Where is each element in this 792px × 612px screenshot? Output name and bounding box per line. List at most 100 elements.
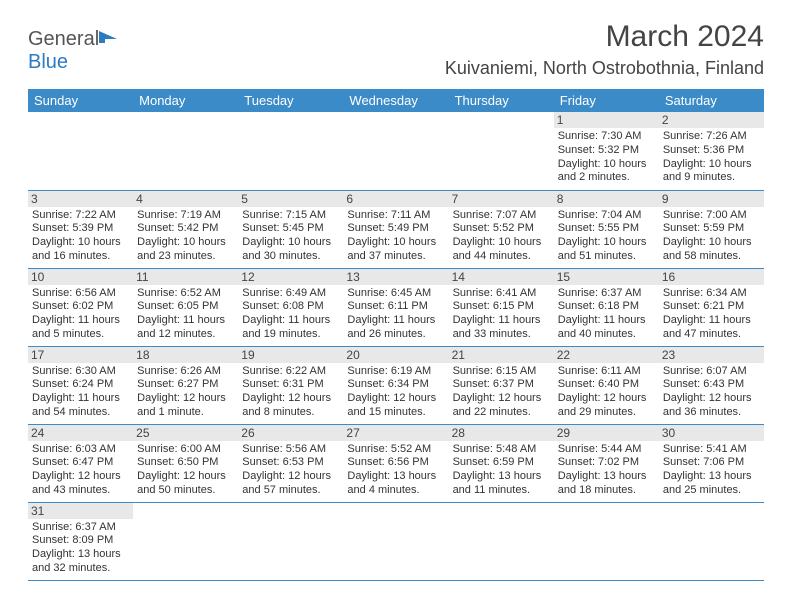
cell-line-ss: Sunset: 5:45 PM <box>242 222 339 236</box>
cell-line-ss: Sunset: 5:42 PM <box>137 222 234 236</box>
cell-line-d1: Daylight: 10 hours <box>453 236 550 250</box>
calendar-week: 24Sunrise: 6:03 AMSunset: 6:47 PMDayligh… <box>28 424 764 502</box>
day-number: 27 <box>343 425 448 441</box>
cell-line-sr: Sunrise: 5:48 AM <box>453 443 550 457</box>
cell-line-d1: Daylight: 13 hours <box>32 548 129 562</box>
calendar-cell: 25Sunrise: 6:00 AMSunset: 6:50 PMDayligh… <box>133 424 238 502</box>
day-number: 26 <box>238 425 343 441</box>
day-number: 30 <box>659 425 764 441</box>
day-number: 2 <box>659 112 764 128</box>
title-block: March 2024 Kuivaniemi, North Ostrobothni… <box>445 20 764 79</box>
calendar-cell: 4Sunrise: 7:19 AMSunset: 5:42 PMDaylight… <box>133 190 238 268</box>
calendar-cell: 28Sunrise: 5:48 AMSunset: 6:59 PMDayligh… <box>449 424 554 502</box>
calendar-cell: 14Sunrise: 6:41 AMSunset: 6:15 PMDayligh… <box>449 268 554 346</box>
day-number: 29 <box>554 425 659 441</box>
cell-line-sr: Sunrise: 7:11 AM <box>347 209 444 223</box>
cell-line-sr: Sunrise: 6:26 AM <box>137 365 234 379</box>
cell-line-sr: Sunrise: 7:07 AM <box>453 209 550 223</box>
cell-line-ss: Sunset: 6:31 PM <box>242 378 339 392</box>
cell-line-ss: Sunset: 7:06 PM <box>663 456 760 470</box>
cell-line-sr: Sunrise: 6:11 AM <box>558 365 655 379</box>
cell-line-d1: Daylight: 13 hours <box>347 470 444 484</box>
calendar-cell-empty <box>554 502 659 580</box>
cell-line-d2: and 43 minutes. <box>32 484 129 498</box>
calendar-cell-empty <box>238 112 343 190</box>
calendar-cell-empty <box>659 502 764 580</box>
cell-line-d2: and 23 minutes. <box>137 250 234 264</box>
calendar-head: SundayMondayTuesdayWednesdayThursdayFrid… <box>28 89 764 112</box>
cell-line-ss: Sunset: 6:53 PM <box>242 456 339 470</box>
cell-line-d1: Daylight: 11 hours <box>32 314 129 328</box>
cell-line-d1: Daylight: 12 hours <box>137 470 234 484</box>
cell-line-d2: and 36 minutes. <box>663 406 760 420</box>
cell-line-d2: and 47 minutes. <box>663 328 760 342</box>
calendar-cell-empty <box>133 112 238 190</box>
cell-line-d2: and 40 minutes. <box>558 328 655 342</box>
cell-line-ss: Sunset: 6:11 PM <box>347 300 444 314</box>
cell-line-d2: and 50 minutes. <box>137 484 234 498</box>
logo-text-1: General <box>28 28 99 50</box>
day-number: 19 <box>238 347 343 363</box>
cell-line-ss: Sunset: 5:39 PM <box>32 222 129 236</box>
calendar-cell: 9Sunrise: 7:00 AMSunset: 5:59 PMDaylight… <box>659 190 764 268</box>
day-header: Tuesday <box>238 89 343 112</box>
cell-line-d1: Daylight: 10 hours <box>663 158 760 172</box>
day-number: 1 <box>554 112 659 128</box>
day-number: 22 <box>554 347 659 363</box>
cell-line-ss: Sunset: 5:32 PM <box>558 144 655 158</box>
cell-line-ss: Sunset: 6:02 PM <box>32 300 129 314</box>
cell-line-d1: Daylight: 12 hours <box>558 392 655 406</box>
day-number: 16 <box>659 269 764 285</box>
cell-line-d2: and 2 minutes. <box>558 171 655 185</box>
cell-line-ss: Sunset: 6:15 PM <box>453 300 550 314</box>
cell-line-ss: Sunset: 6:27 PM <box>137 378 234 392</box>
calendar-cell: 11Sunrise: 6:52 AMSunset: 6:05 PMDayligh… <box>133 268 238 346</box>
cell-line-ss: Sunset: 7:02 PM <box>558 456 655 470</box>
cell-line-d2: and 16 minutes. <box>32 250 129 264</box>
cell-line-d2: and 25 minutes. <box>663 484 760 498</box>
cell-line-ss: Sunset: 6:34 PM <box>347 378 444 392</box>
day-number: 3 <box>28 191 133 207</box>
cell-line-sr: Sunrise: 6:15 AM <box>453 365 550 379</box>
cell-line-d2: and 18 minutes. <box>558 484 655 498</box>
calendar-cell: 21Sunrise: 6:15 AMSunset: 6:37 PMDayligh… <box>449 346 554 424</box>
cell-line-sr: Sunrise: 7:19 AM <box>137 209 234 223</box>
cell-line-d1: Daylight: 11 hours <box>32 392 129 406</box>
day-header: Monday <box>133 89 238 112</box>
cell-line-ss: Sunset: 6:05 PM <box>137 300 234 314</box>
cell-line-sr: Sunrise: 7:26 AM <box>663 130 760 144</box>
calendar-week: 17Sunrise: 6:30 AMSunset: 6:24 PMDayligh… <box>28 346 764 424</box>
cell-line-sr: Sunrise: 7:30 AM <box>558 130 655 144</box>
calendar-cell: 22Sunrise: 6:11 AMSunset: 6:40 PMDayligh… <box>554 346 659 424</box>
day-number: 6 <box>343 191 448 207</box>
cell-line-ss: Sunset: 6:50 PM <box>137 456 234 470</box>
calendar-cell-empty <box>28 112 133 190</box>
cell-line-d2: and 44 minutes. <box>453 250 550 264</box>
day-header-row: SundayMondayTuesdayWednesdayThursdayFrid… <box>28 89 764 112</box>
cell-line-d1: Daylight: 12 hours <box>347 392 444 406</box>
day-number: 31 <box>28 503 133 519</box>
logo: GeneralBlue <box>28 20 121 74</box>
calendar-cell: 20Sunrise: 6:19 AMSunset: 6:34 PMDayligh… <box>343 346 448 424</box>
day-number: 17 <box>28 347 133 363</box>
calendar-cell-empty <box>238 502 343 580</box>
cell-line-d1: Daylight: 12 hours <box>663 392 760 406</box>
cell-line-ss: Sunset: 5:59 PM <box>663 222 760 236</box>
day-number: 18 <box>133 347 238 363</box>
day-number: 23 <box>659 347 764 363</box>
cell-line-sr: Sunrise: 5:44 AM <box>558 443 655 457</box>
calendar-cell: 17Sunrise: 6:30 AMSunset: 6:24 PMDayligh… <box>28 346 133 424</box>
cell-line-d2: and 37 minutes. <box>347 250 444 264</box>
cell-line-d1: Daylight: 11 hours <box>453 314 550 328</box>
calendar-cell: 31Sunrise: 6:37 AMSunset: 8:09 PMDayligh… <box>28 502 133 580</box>
calendar-week: 3 Sunrise: 7:22 AMSunset: 5:39 PM Daylight… <box>28 190 764 268</box>
calendar-cell: 30Sunrise: 5:41 AMSunset: 7:06 PMDayligh… <box>659 424 764 502</box>
calendar-cell: 15Sunrise: 6:37 AMSunset: 6:18 PMDayligh… <box>554 268 659 346</box>
cell-line-ss: Sunset: 6:18 PM <box>558 300 655 314</box>
cell-line-sr: Sunrise: 7:22 AM <box>32 209 129 223</box>
calendar-cell: 5Sunrise: 7:15 AMSunset: 5:45 PMDaylight… <box>238 190 343 268</box>
cell-line-sr: Sunrise: 6:34 AM <box>663 287 760 301</box>
calendar-cell: 7Sunrise: 7:07 AMSunset: 5:52 PMDaylight… <box>449 190 554 268</box>
cell-line-ss: Sunset: 6:21 PM <box>663 300 760 314</box>
day-number: 7 <box>449 191 554 207</box>
